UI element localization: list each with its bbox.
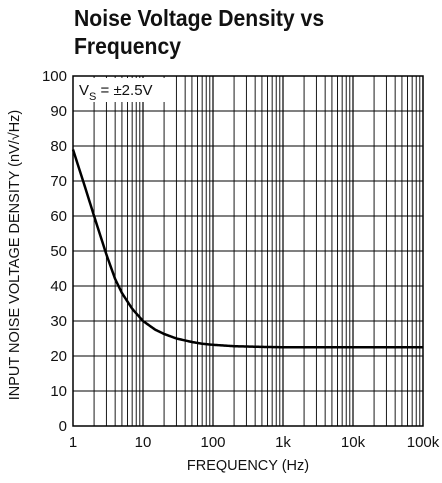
chart-title-line-2: Frequency	[74, 33, 182, 59]
y-tick-label: 50	[50, 243, 67, 260]
y-tick-label: 100	[42, 68, 67, 85]
x-tick-label: 10	[135, 434, 152, 451]
y-tick-label: 90	[50, 103, 67, 120]
annotation-background	[75, 78, 167, 102]
annotation-text: VS = ±2.5V	[79, 82, 153, 103]
x-tick-label: 100	[200, 434, 225, 451]
y-tick-label: 10	[50, 383, 67, 400]
y-tick-label: 40	[50, 278, 67, 295]
x-tick-label: 1	[69, 434, 77, 451]
x-tick-label: 100k	[407, 434, 440, 451]
x-tick-label: 10k	[341, 434, 366, 451]
y-tick-label: 20	[50, 348, 67, 365]
annotation-base: V	[79, 82, 89, 99]
y-axis-label: INPUT NOISE VOLTAGE DENSITY (nV/√Hz)	[7, 110, 23, 401]
x-tick-label: 1k	[275, 434, 291, 451]
plot-frame	[72, 75, 424, 427]
noise-curve	[71, 149, 423, 349]
y-tick-label: 0	[59, 418, 67, 435]
chart-title-line-1: Noise Voltage Density vs	[74, 5, 325, 31]
annotation-subscript: S	[89, 91, 96, 103]
x-axis-label: FREQUENCY (Hz)	[187, 458, 309, 474]
annotation-rest: = ±2.5V	[96, 82, 152, 99]
y-tick-label: 60	[50, 208, 67, 225]
chart-title: Noise Voltage Density vs Frequency	[74, 4, 405, 60]
grid	[73, 76, 423, 426]
supply-voltage-annotation: VS = ±2.5V	[75, 78, 167, 103]
y-tick-label: 80	[50, 138, 67, 155]
y-tick-label: 30	[50, 313, 67, 330]
y-tick-label: 70	[50, 173, 67, 190]
